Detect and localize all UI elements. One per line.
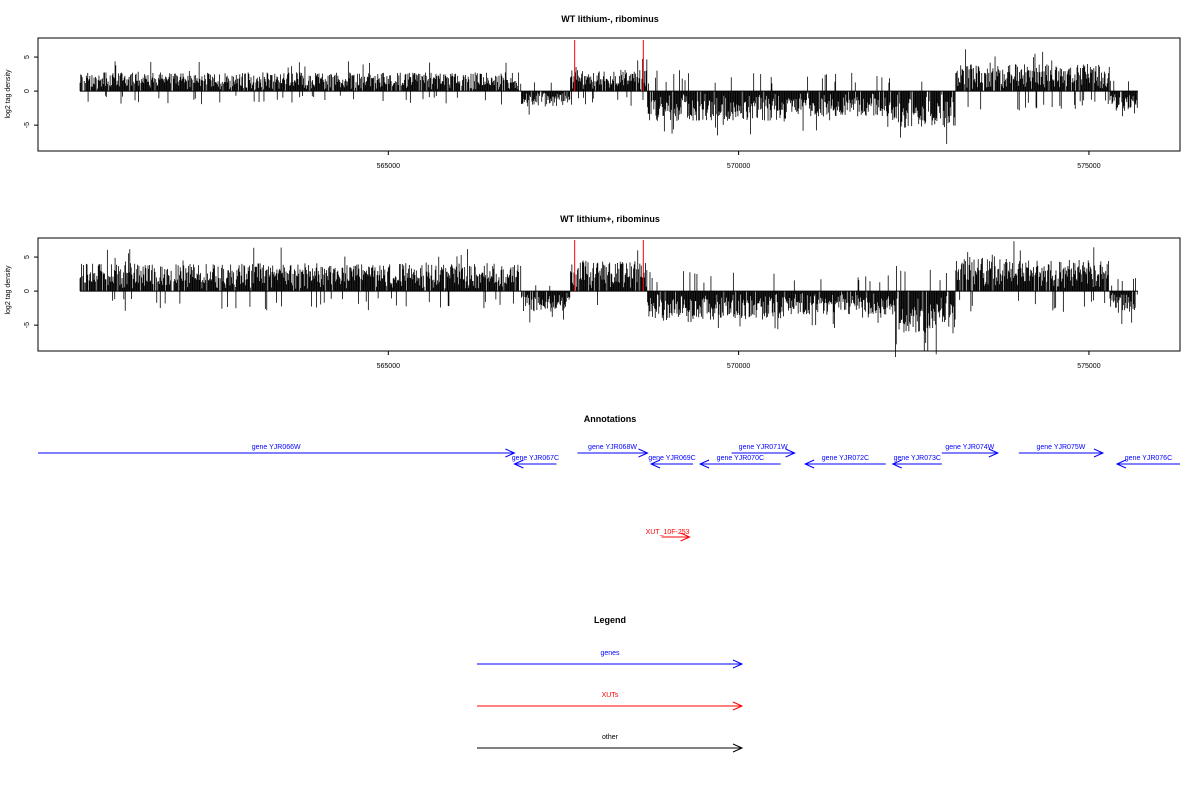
axes: -5 0 5 565000 570000 575000 <box>24 255 1101 370</box>
feature-arrowhead <box>698 459 710 469</box>
annotations-title: Annotations <box>584 414 637 424</box>
gene-label: gene YJR070C <box>717 455 764 462</box>
y-tick-label: 0 <box>24 89 31 93</box>
gene-feature: gene YJR070C <box>698 455 781 469</box>
legend-item: XUTs <box>477 692 744 711</box>
y-tick-label: 5 <box>24 55 31 59</box>
x-tick-label: 575000 <box>1077 363 1100 370</box>
x-tick-label: 575000 <box>1077 163 1100 170</box>
coverage-bars <box>79 40 1138 144</box>
gene-label: gene YJR069C <box>648 455 695 462</box>
y-tick-label: -5 <box>24 122 31 128</box>
gene-features: gene YJR066W gene YJR067C gene YJR068W gene… <box>38 444 1180 469</box>
feature-arrowhead <box>988 448 1000 458</box>
coverage-bars <box>79 240 1138 357</box>
legend-label: other <box>602 734 619 741</box>
y-axis-label: log2 tag density <box>5 265 12 315</box>
gene-label: gene YJR071W <box>739 444 788 451</box>
feature-arrowhead <box>785 448 796 458</box>
x-tick-label: 570000 <box>727 363 750 370</box>
gene-label: gene YJR072C <box>822 455 869 462</box>
y-tick-label: -5 <box>24 322 31 328</box>
y-axis-label: log2 tag density <box>5 69 12 119</box>
gene-feature: gene YJR067C <box>512 455 559 469</box>
gene-label: gene YJR073C <box>894 455 941 462</box>
gene-label: gene YJR067C <box>512 455 559 462</box>
gene-label: gene YJR074W <box>945 444 994 451</box>
x-tick-label: 565000 <box>377 363 400 370</box>
panel-title: WT lithium+, ribominus <box>560 214 660 224</box>
legend: Legend genes XUTs other <box>477 615 744 753</box>
gene-feature: gene YJR068W <box>577 444 649 458</box>
feature-arrowhead <box>680 532 691 542</box>
xut-feature: XUT_10F-253 <box>646 529 691 542</box>
gene-feature: gene YJR074W <box>941 444 1000 458</box>
gene-feature: gene YJR076C <box>1115 455 1180 469</box>
feature-arrowhead <box>649 459 661 469</box>
legend-label: genes <box>600 650 620 657</box>
gene-label: gene YJR066W <box>252 444 301 451</box>
gene-label: gene YJR068W <box>588 444 637 451</box>
gene-feature: gene YJR066W <box>38 444 516 458</box>
gene-feature: gene YJR075W <box>1018 444 1105 458</box>
gene-feature: gene YJR071W <box>731 444 796 458</box>
legend-label: XUTs <box>602 692 619 699</box>
gene-feature: gene YJR072C <box>803 455 886 469</box>
legend-item: other <box>477 734 744 753</box>
xut-label: XUT_10F-253 <box>646 529 690 536</box>
feature-arrowhead <box>732 659 744 669</box>
coverage-panel-lithium-plus: WT lithium+, ribominus -5 0 5 565000 570000 5… <box>5 214 1181 370</box>
gene-feature: gene YJR073C <box>891 455 942 469</box>
y-tick-label: 5 <box>24 255 31 259</box>
legend-title: Legend <box>594 615 626 625</box>
plot-frame <box>37 37 1181 152</box>
coverage-panel-lithium-minus: WT lithium-, ribominus -5 0 5 565000 570000 5… <box>5 14 1181 170</box>
gene-label: gene YJR076C <box>1125 455 1172 462</box>
xut-features: XUT_10F-253 <box>646 529 691 542</box>
feature-arrowhead <box>891 459 902 469</box>
axes: -5 0 5 565000 570000 575000 <box>24 55 1101 170</box>
feature-arrowhead <box>803 459 815 469</box>
gene-feature: gene YJR069C <box>648 455 696 469</box>
feature-arrowhead <box>1115 459 1127 469</box>
x-tick-label: 570000 <box>727 163 750 170</box>
feature-arrowhead <box>1093 448 1105 458</box>
y-tick-label: 0 <box>24 289 31 293</box>
panel-title: WT lithium-, ribominus <box>561 14 659 24</box>
x-tick-label: 565000 <box>377 163 400 170</box>
legend-items: genes XUTs other <box>477 650 744 753</box>
feature-arrowhead <box>505 448 516 458</box>
gene-label: gene YJR075W <box>1036 444 1085 451</box>
plot-frame <box>37 237 1181 352</box>
feature-arrowhead <box>638 448 649 458</box>
feature-arrowhead <box>732 743 744 753</box>
feature-arrowhead <box>732 701 744 711</box>
feature-arrowhead <box>513 459 524 469</box>
legend-item: genes <box>477 650 744 669</box>
